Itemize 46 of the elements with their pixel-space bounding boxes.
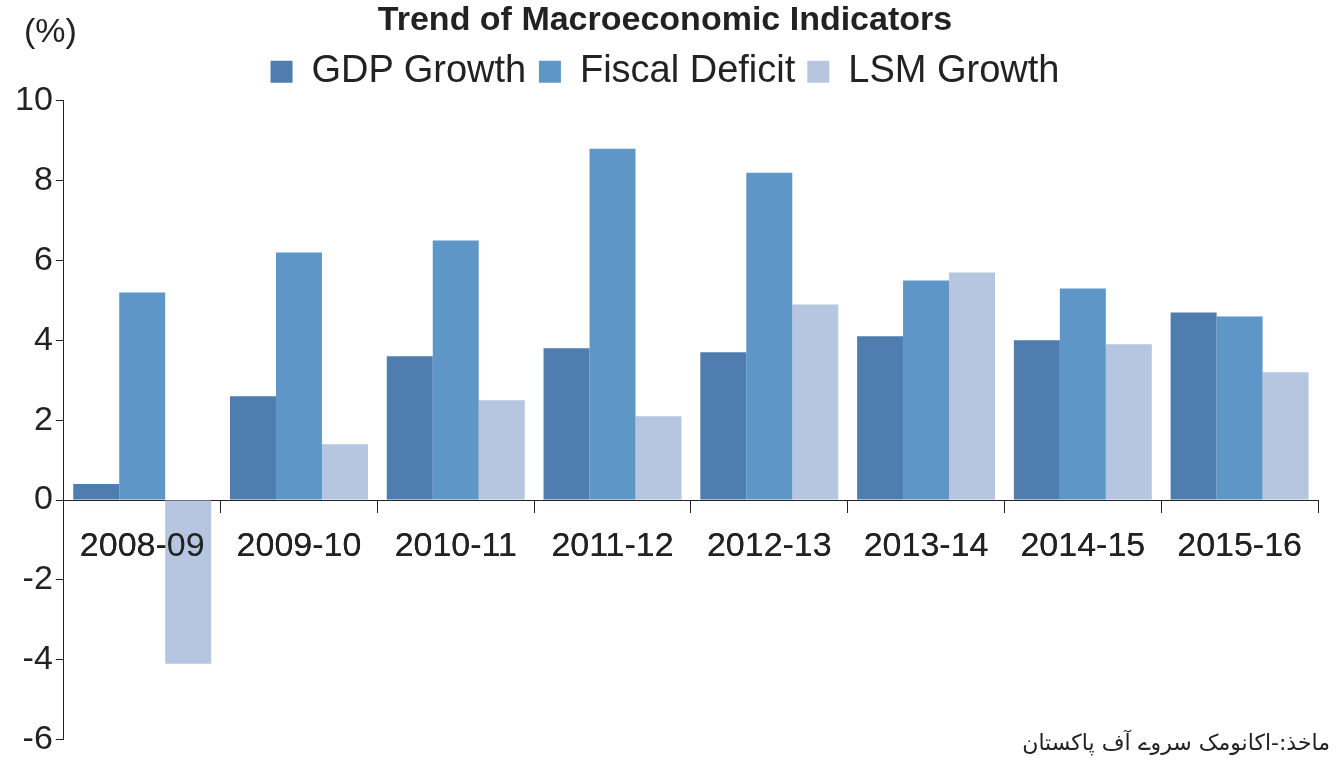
bar	[1059, 288, 1106, 500]
bar	[543, 348, 590, 500]
bar	[119, 292, 166, 500]
y-tick-label: 10	[14, 79, 53, 118]
y-tick-label: -4	[22, 638, 53, 677]
bar	[1170, 312, 1217, 500]
bar	[321, 444, 368, 500]
bar	[746, 172, 793, 500]
y-tick-label: -6	[22, 717, 53, 756]
x-tick-label: 2011-12	[551, 524, 674, 563]
x-tick-label: 2010-11	[394, 524, 517, 563]
y-tick-label: 0	[33, 478, 53, 517]
legend-label: Fiscal Deficit	[579, 48, 796, 91]
bar	[230, 396, 276, 500]
legend-label: LSM Growth	[848, 48, 1060, 91]
y-tick-label: 4	[33, 318, 53, 357]
bar	[949, 272, 996, 500]
bar	[903, 280, 950, 500]
bar	[635, 416, 682, 500]
y-tick-label: 6	[33, 238, 53, 277]
bar	[589, 148, 636, 500]
y-tick-label: -2	[22, 558, 53, 597]
y-tick-label: 2	[33, 398, 53, 437]
bar	[1013, 340, 1060, 500]
bar	[792, 304, 839, 500]
legend-label: GDP Growth	[311, 48, 527, 91]
x-tick-label: 2009-10	[236, 524, 362, 563]
bar	[386, 356, 433, 500]
bar	[700, 352, 747, 500]
bar	[275, 252, 322, 500]
x-tick-label: 2013-14	[863, 524, 989, 563]
bar	[857, 336, 904, 500]
bar	[432, 240, 479, 500]
y-tick-label: 8	[33, 159, 53, 198]
y-axis-title: (%)	[24, 11, 77, 50]
annotation: ماخذ:-اکانومک سروے آف پاکستان	[1022, 728, 1330, 756]
bar	[1262, 372, 1309, 500]
x-tick-label: 2015-16	[1177, 524, 1302, 563]
x-tick-label: 2008-09	[79, 524, 205, 563]
bar	[1216, 316, 1263, 500]
chart-title: Trend of Macroeconomic Indicators	[377, 0, 953, 37]
bar	[1105, 344, 1152, 500]
bar	[73, 484, 120, 500]
bar	[478, 400, 525, 500]
x-tick-label: 2014-15	[1020, 524, 1146, 563]
x-tick-label: 2012-13	[706, 524, 832, 563]
